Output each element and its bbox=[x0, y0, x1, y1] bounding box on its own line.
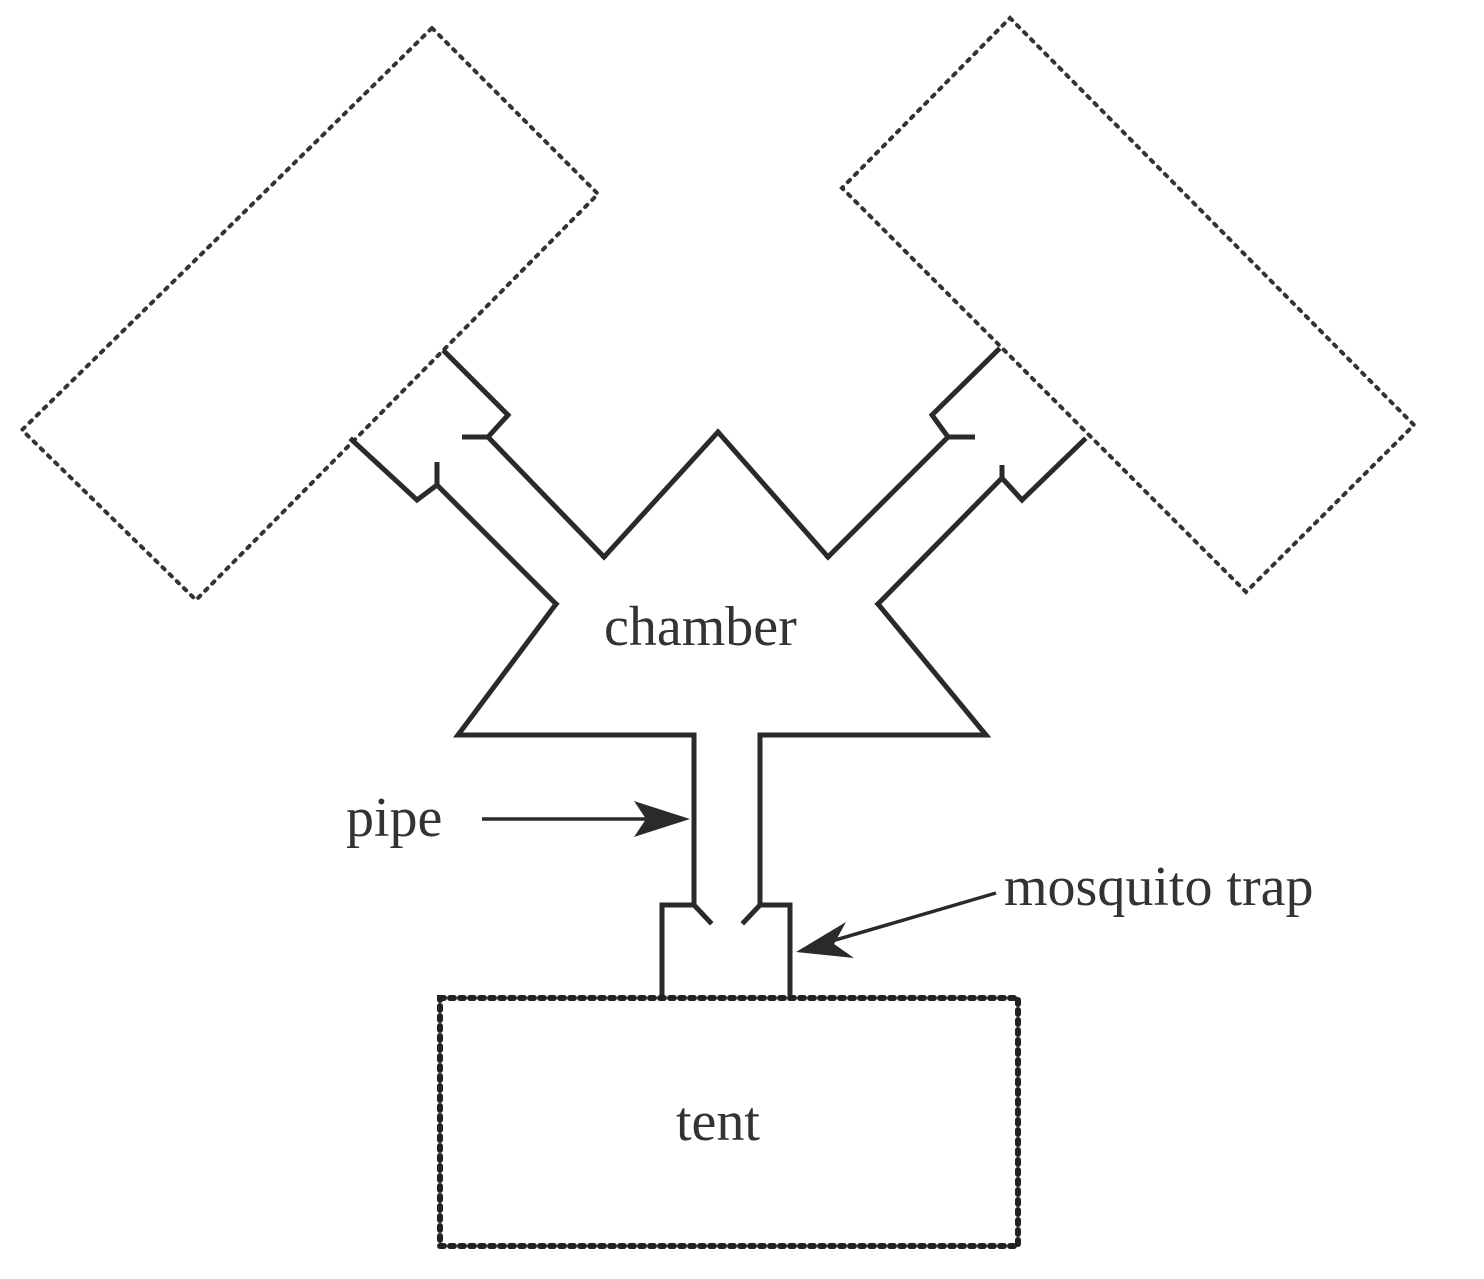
left-panel bbox=[19, 25, 601, 603]
right-panel bbox=[839, 15, 1417, 595]
trap-right-side bbox=[757, 902, 793, 1001]
mosquito-trap-label: mosquito trap bbox=[1004, 856, 1314, 918]
pipe-arrow-head bbox=[634, 801, 690, 837]
chamber-outline bbox=[348, 346, 1088, 908]
left-arm-lower-wall bbox=[348, 436, 560, 608]
chamber-label: chamber bbox=[604, 596, 797, 658]
trap-left-side bbox=[659, 902, 697, 1001]
right-arm-upper-wall bbox=[824, 346, 1002, 561]
chamber-right-side bbox=[757, 600, 992, 908]
pipe-arrow bbox=[482, 801, 690, 837]
pipe-label: pipe bbox=[346, 787, 442, 849]
mosquito-trap-arrow bbox=[796, 891, 997, 958]
chamber-top-edge bbox=[600, 428, 832, 561]
chamber-left-side bbox=[453, 600, 697, 908]
right-arm-lower-wall bbox=[874, 436, 1088, 608]
tent-box bbox=[437, 995, 1021, 1249]
mosquito-trap bbox=[659, 901, 793, 1001]
trap-arrow-head bbox=[796, 922, 854, 958]
trap-arrow-shaft bbox=[807, 891, 997, 950]
trap-left-flap bbox=[690, 901, 714, 926]
left-arm-upper-wall bbox=[441, 348, 608, 561]
tent-label: tent bbox=[676, 1091, 760, 1153]
trap-right-flap bbox=[740, 901, 764, 926]
